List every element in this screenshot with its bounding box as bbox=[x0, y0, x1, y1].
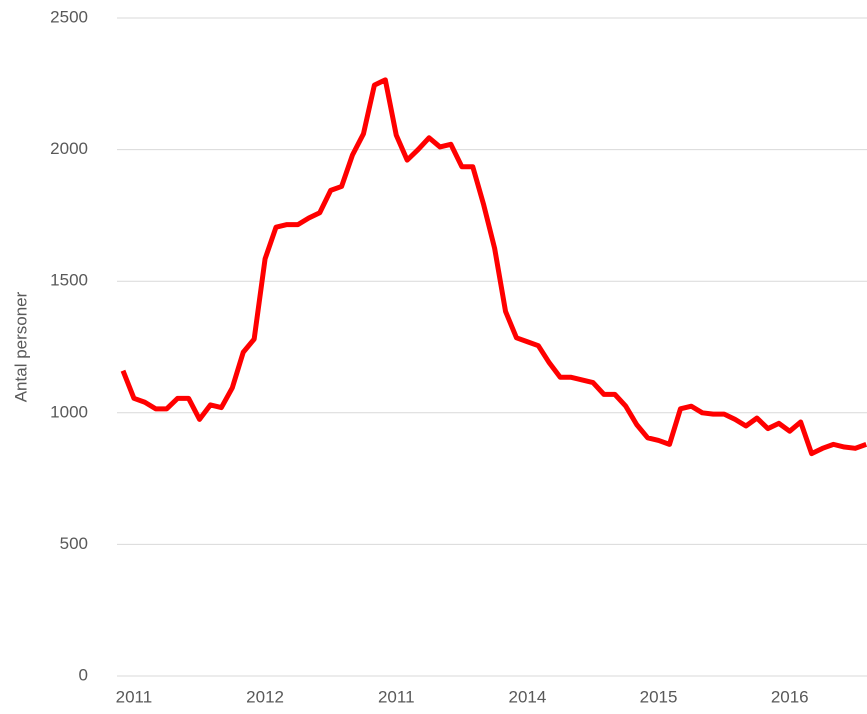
x-tick-label: 2012 bbox=[246, 687, 284, 706]
x-tick-label: 2015 bbox=[640, 687, 678, 706]
x-tick-label: 2011 bbox=[116, 687, 153, 706]
data-line bbox=[120, 77, 867, 457]
y-tick-label: 1000 bbox=[50, 402, 88, 421]
x-tick-label: 2014 bbox=[508, 687, 546, 706]
y-tick-label: 2500 bbox=[50, 7, 88, 26]
y-tick-label: 2000 bbox=[50, 139, 88, 158]
y-tick-label: 0 bbox=[79, 665, 88, 684]
y-tick-label: 1500 bbox=[50, 271, 88, 290]
y-axis-label: Antal personer bbox=[11, 291, 30, 402]
y-tick-label: 500 bbox=[60, 534, 88, 553]
x-tick-label: 2011 bbox=[378, 687, 415, 706]
x-tick-label: 2016 bbox=[771, 687, 809, 706]
